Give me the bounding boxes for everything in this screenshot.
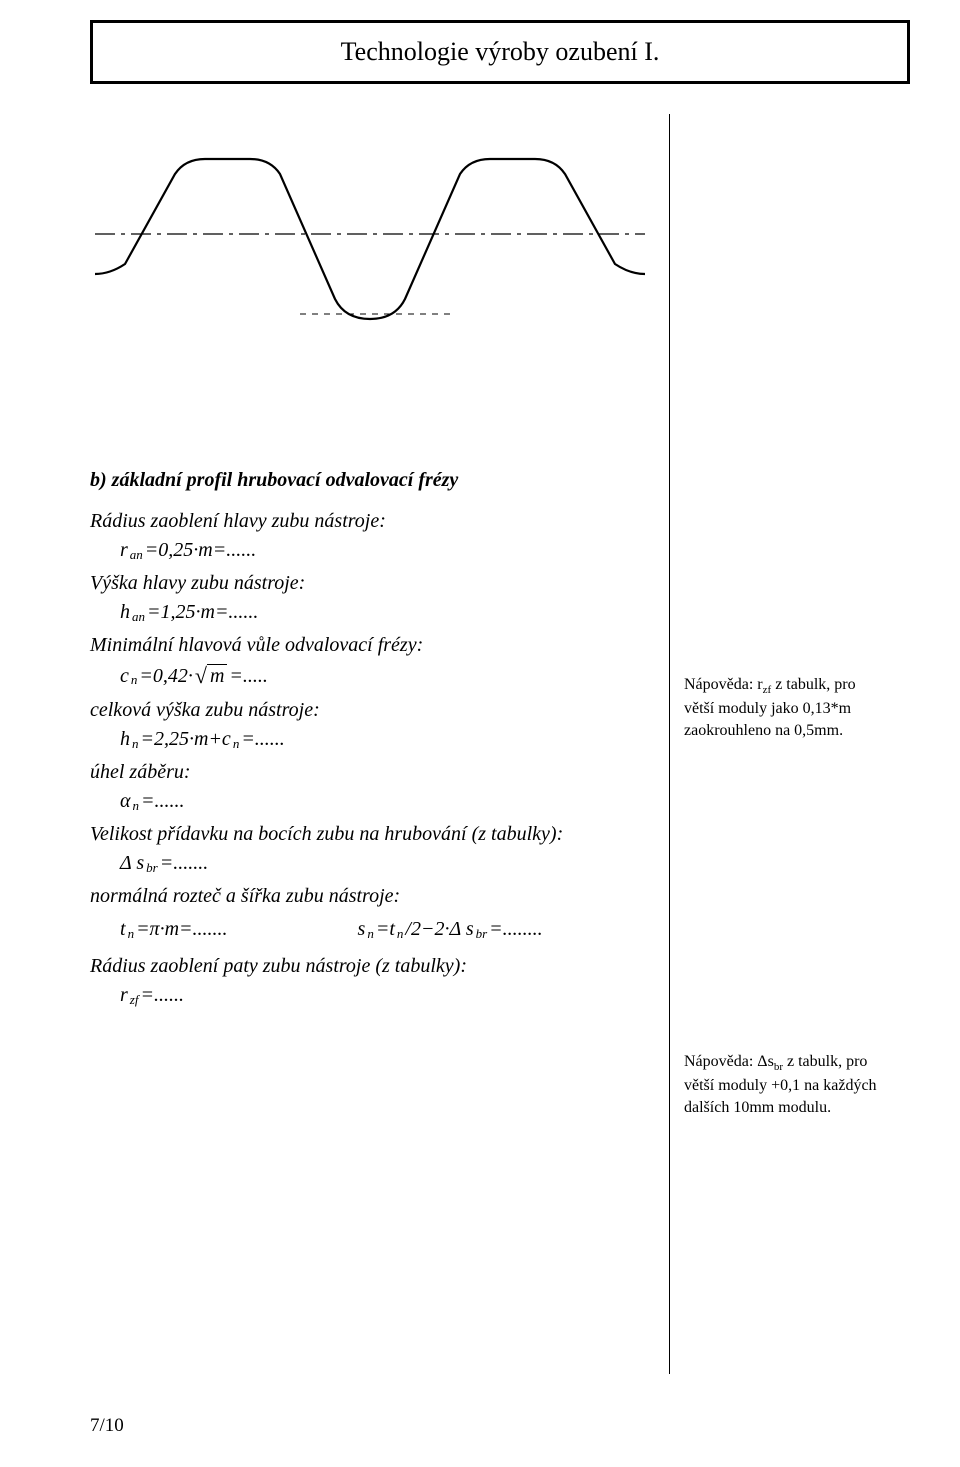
- hint-2: Nápověda: Δsbr z tabulk, pro větší modul…: [684, 1051, 910, 1118]
- page-number: 7/10: [90, 1415, 124, 1437]
- formula: sn=tn/2−2·Δ sbr=........: [358, 918, 543, 941]
- page-header: Technologie výroby ozubení I.: [90, 20, 910, 84]
- hint-1: Nápověda: rzf z tabulk, pro větší moduly…: [684, 674, 910, 741]
- item-label: celková výška zubu nástroje:: [90, 699, 659, 722]
- item-label: normálná rozteč a šířka zubu nástroje:: [90, 885, 659, 908]
- item-label: Minimální hlavová vůle odvalovací frézy:: [90, 634, 659, 657]
- formula-row: tn=π·m=....... sn=tn/2−2·Δ sbr=........: [120, 914, 659, 951]
- page-title: Technologie výroby ozubení I.: [341, 37, 660, 66]
- formula: cn=0,42·√m=.....: [120, 663, 659, 689]
- item-label: Velikost přídavku na bocích zubu na hrub…: [90, 823, 659, 846]
- item-label: Výška hlavy zubu nástroje:: [90, 572, 659, 595]
- formula: αn=......: [120, 790, 659, 813]
- item-label: Rádius zaoblení hlavy zubu nástroje:: [90, 510, 659, 533]
- formula: ran=0,25·m=......: [120, 539, 659, 562]
- formula: Δ sbr=.......: [120, 852, 659, 875]
- section-heading: b) základní profil hrubovací odvalovací …: [90, 469, 659, 492]
- formula: tn=π·m=.......: [120, 918, 228, 941]
- hints-column: Nápověda: rzf z tabulk, pro větší moduly…: [670, 114, 910, 1118]
- tooth-profile-diagram: [90, 144, 659, 349]
- item-label: úhel záběru:: [90, 761, 659, 784]
- item-label: Rádius zaoblení paty zubu nástroje (z ta…: [90, 955, 659, 978]
- main-area: b) základní profil hrubovací odvalovací …: [90, 114, 910, 1374]
- content-column: b) základní profil hrubovací odvalovací …: [90, 114, 670, 1374]
- formula: rzf=......: [120, 984, 659, 1007]
- formula: han=1,25·m=......: [120, 601, 659, 624]
- formula: hn=2,25·m+cn=......: [120, 728, 659, 751]
